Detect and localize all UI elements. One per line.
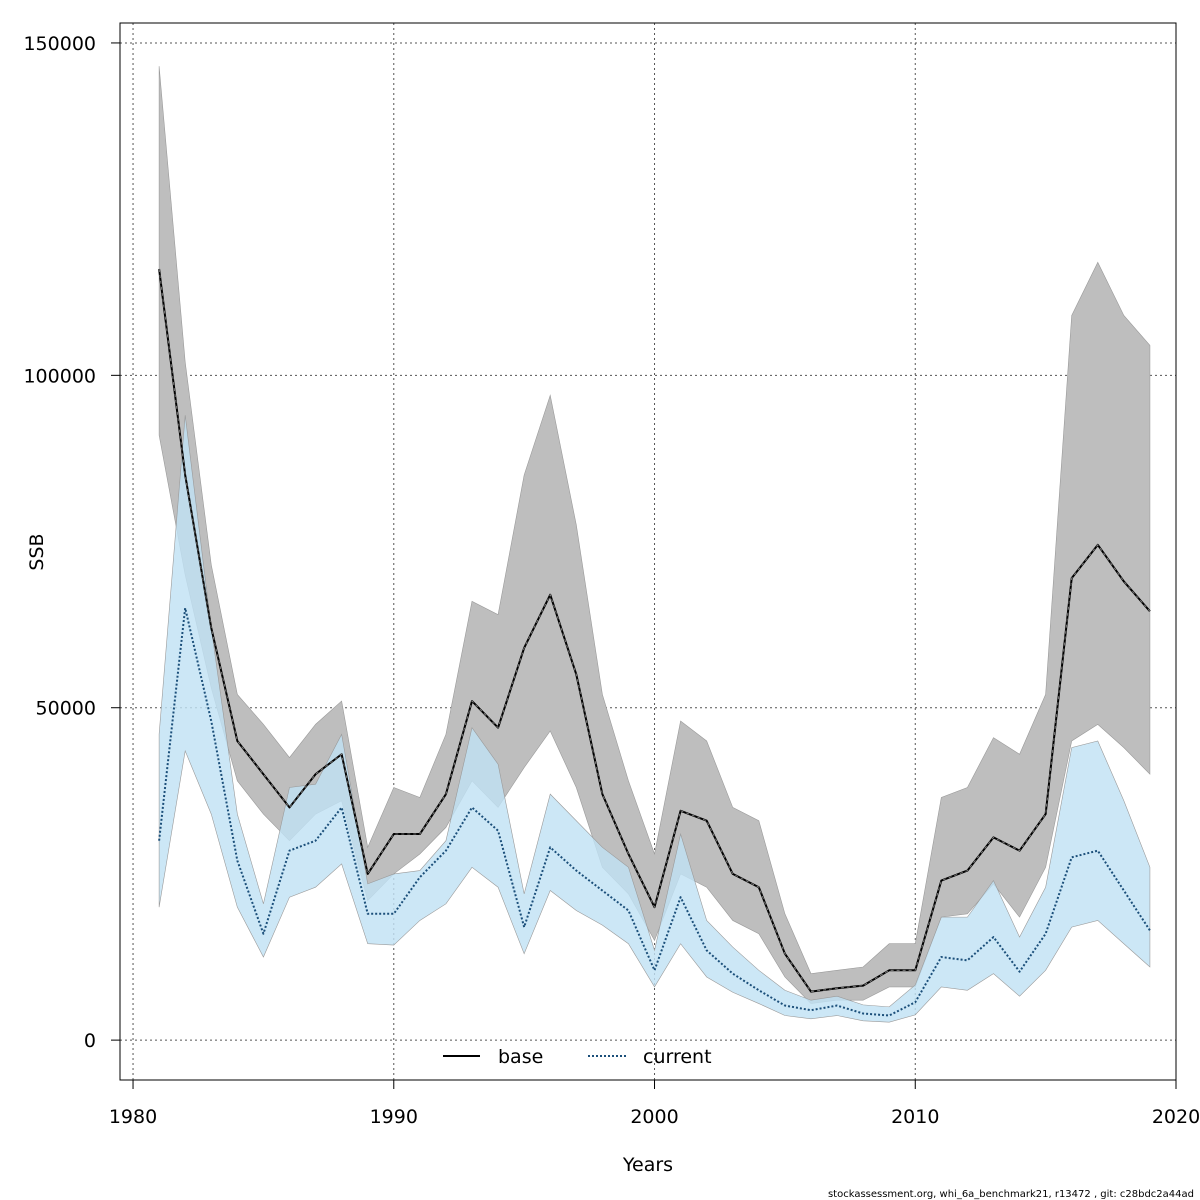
x-tick-label: 1990 [370, 1106, 418, 1128]
y-tick-label: 50000 [36, 698, 96, 720]
series-line-base-dash [158, 268, 1151, 993]
y-axis-title: SSB [26, 533, 48, 570]
y-tick-label: 100000 [23, 365, 96, 387]
y-tick-label: 150000 [23, 33, 96, 55]
x-tick-label: 2000 [630, 1106, 678, 1128]
confidence-bands [158, 66, 1151, 1023]
x-tick-label: 1980 [109, 1106, 157, 1128]
band-current [158, 415, 1151, 1023]
legend-label-current: current [643, 1046, 712, 1068]
legend: base current [443, 1046, 712, 1068]
legend-label-base: base [498, 1046, 543, 1068]
x-tick-label: 2020 [1152, 1106, 1200, 1128]
axes: 1980 1990 2000 2010 2020 0 50000 100000 150000 [23, 33, 1200, 1128]
y-tick-label: 0 [84, 1030, 96, 1052]
footer-credit: stockassessment.org, whi_6a_benchmark21,… [828, 1189, 1194, 1200]
x-tick-label: 2010 [891, 1106, 939, 1128]
series-lines [158, 268, 1151, 1017]
x-axis-title: Years [622, 1154, 673, 1176]
